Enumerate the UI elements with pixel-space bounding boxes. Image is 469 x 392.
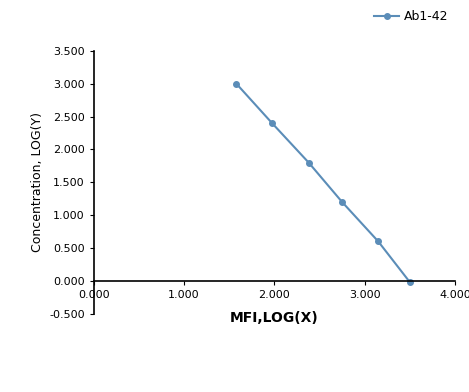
Legend: Ab1-42: Ab1-42 [374, 10, 449, 23]
Ab1-42 [407, 280, 413, 285]
X-axis label: MFI,LOG(X): MFI,LOG(X) [230, 311, 319, 325]
Ab1-42 [269, 121, 275, 125]
Ab1-42 [306, 160, 311, 165]
Ab1-42 [234, 82, 239, 86]
Line: Ab1-42: Ab1-42 [234, 81, 413, 285]
Ab1-42 [375, 239, 381, 244]
Ab1-42 [339, 200, 345, 204]
Y-axis label: Concentration, LOG(Y): Concentration, LOG(Y) [30, 112, 44, 252]
